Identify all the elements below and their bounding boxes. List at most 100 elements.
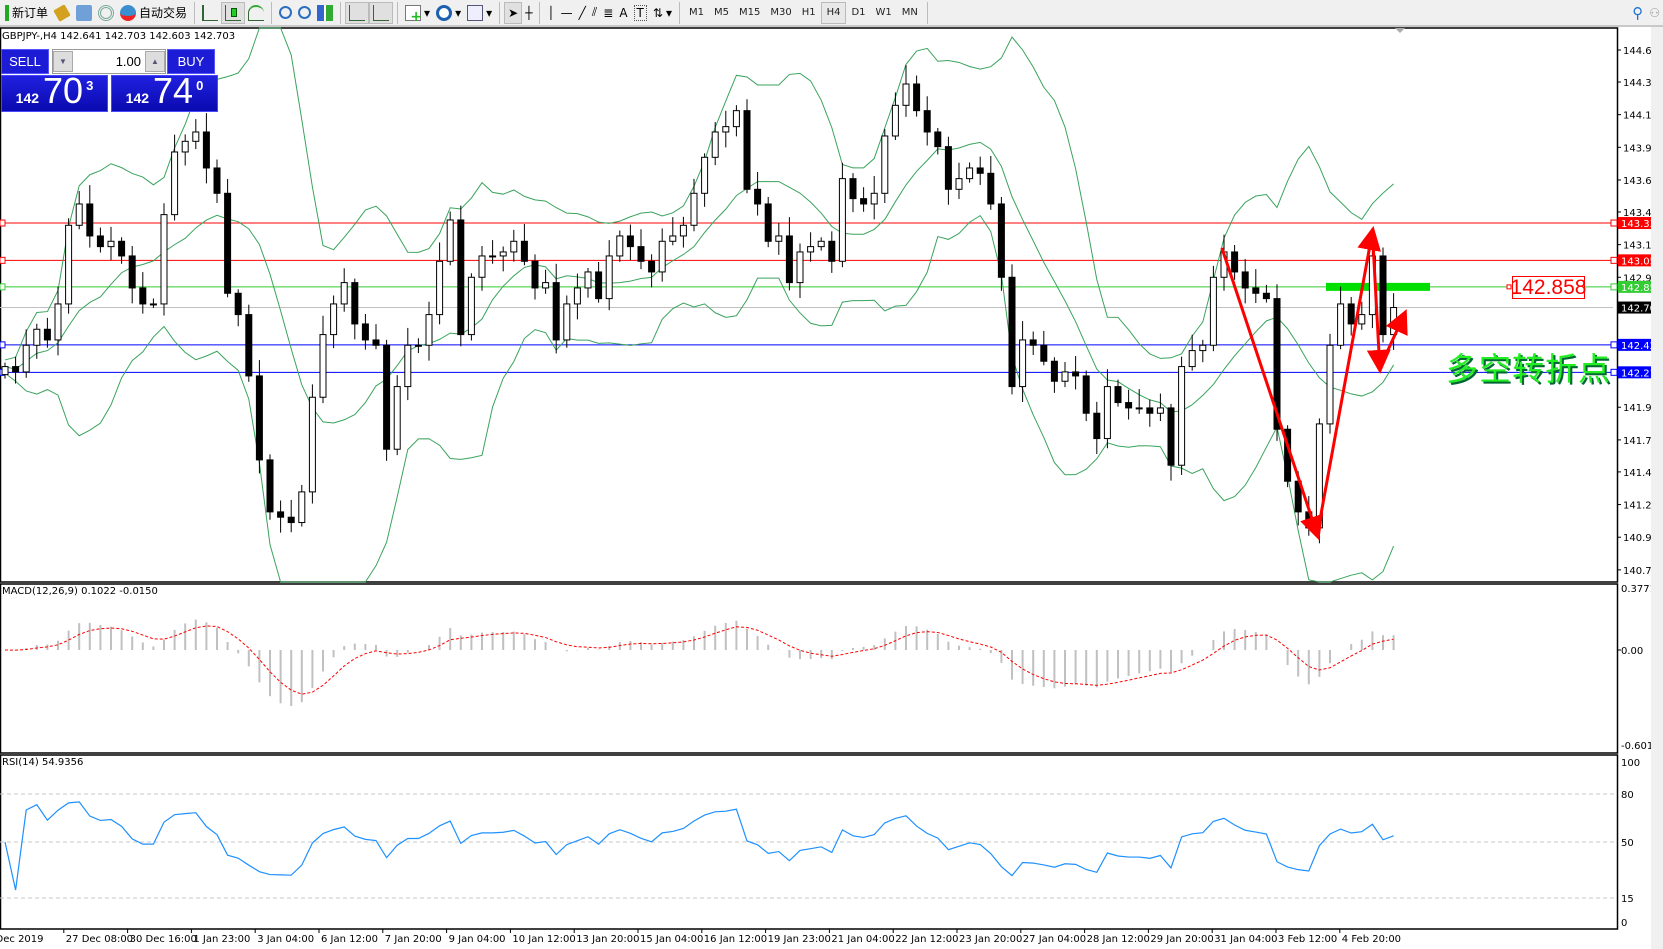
candle-body <box>626 235 634 248</box>
zoom-in-icon <box>279 6 293 19</box>
horizontal-line-button[interactable]: — <box>558 2 576 24</box>
timeframe-m15[interactable]: M15 <box>738 7 761 18</box>
zoom-out-button[interactable] <box>295 2 314 24</box>
candle-body <box>149 303 157 306</box>
trendline-button[interactable]: ╱ <box>576 2 589 24</box>
price-tick-label: 144.635 <box>1623 46 1663 57</box>
timeframe-d1[interactable]: D1 <box>851 7 866 18</box>
sell-price[interactable]: 142 70 3 <box>1 73 108 112</box>
lot-size-input[interactable]: 1.00 <box>115 54 141 69</box>
search-button[interactable]: ⚲ <box>1629 2 1646 24</box>
price-annotation-box[interactable]: 142.858 <box>1510 275 1587 299</box>
candle <box>340 268 348 312</box>
horizontal-line-icon: — <box>560 5 573 20</box>
bar-chart-button[interactable] <box>199 2 221 24</box>
sell-button[interactable]: SELL <box>1 49 49 74</box>
candle <box>1252 269 1260 303</box>
timeframe-m30[interactable]: M30 <box>770 7 792 18</box>
crosshair-button[interactable]: ┼ <box>522 2 535 24</box>
candle-body <box>171 151 179 216</box>
timeframe-m1[interactable]: M1 <box>688 7 704 18</box>
candle <box>1040 330 1048 366</box>
candle-body <box>732 110 740 128</box>
candle <box>266 454 274 520</box>
arrows-icon: ⇅ <box>652 5 663 20</box>
candle <box>1178 356 1186 475</box>
templates-button[interactable]: ▾ <box>464 2 495 24</box>
periods-button[interactable]: ▾ <box>433 2 464 24</box>
candle-body <box>361 323 369 341</box>
candle-body <box>923 110 931 133</box>
candle <box>923 96 931 146</box>
timeframe-h4[interactable]: H4 <box>820 1 847 24</box>
candle <box>308 384 316 504</box>
candle-body <box>467 276 475 336</box>
autoscroll-button[interactable] <box>369 1 394 24</box>
fibonacci-button[interactable]: ≣ <box>600 2 616 24</box>
equidistant-channel-button[interactable]: ⫽ <box>589 2 600 24</box>
tile-windows-button[interactable] <box>314 2 336 24</box>
reversal-point-annotation[interactable]: 多空转折点 <box>1446 350 1612 388</box>
candle-body <box>595 271 603 300</box>
timeframe-m5[interactable]: M5 <box>713 7 729 18</box>
candle <box>160 203 168 316</box>
new-order-button[interactable]: 新订单 <box>2 2 51 24</box>
price-line-label-bg <box>1618 301 1660 314</box>
candle <box>764 197 772 248</box>
autoscroll-icon <box>373 4 390 21</box>
cursor-button[interactable]: ➤ <box>504 1 523 24</box>
candle-body <box>658 240 666 273</box>
zoom-in-button[interactable] <box>276 2 295 24</box>
candle <box>584 267 592 298</box>
global-variables-button[interactable] <box>73 2 95 24</box>
candle <box>743 99 751 194</box>
buy-price[interactable]: 142 74 0 <box>111 73 218 112</box>
community-button[interactable]: ⚇ <box>1646 2 1663 24</box>
timeframe-w1[interactable]: W1 <box>875 7 892 18</box>
candle-body <box>605 255 613 300</box>
timeframe-mn[interactable]: MN <box>901 7 918 18</box>
candle-body <box>255 375 263 461</box>
price-tick-label: 141.470 <box>1623 468 1663 479</box>
chart-shift-button[interactable] <box>345 1 370 24</box>
price-line-label: 143.057 <box>1621 256 1662 267</box>
candlestick-button[interactable] <box>221 1 246 24</box>
lot-decrease-button[interactable]: ▼ <box>53 51 73 72</box>
candle-body <box>1337 303 1345 346</box>
crosshair-icon: ┼ <box>525 5 533 20</box>
indicators-button[interactable]: + ▾ <box>402 2 433 24</box>
lot-increase-button[interactable]: ▲ <box>145 51 165 72</box>
candle <box>277 500 285 533</box>
candle-body <box>75 203 83 226</box>
auto-trading-button[interactable]: 自动交易 <box>117 2 190 24</box>
arrows-button[interactable]: ⇅ ▾ <box>652 5 672 20</box>
text-button[interactable]: A <box>616 2 630 24</box>
candle <box>520 223 528 266</box>
candle-body <box>881 135 889 194</box>
text-label-button[interactable]: T <box>631 2 650 24</box>
macd-tick-label: 0.00 <box>1621 646 1643 657</box>
vertical-line-button[interactable]: │ <box>544 2 557 24</box>
rsi-tick-label: 15 <box>1621 894 1634 905</box>
time-tick-label: 9 Jan 04:00 <box>449 934 506 945</box>
candle <box>1029 331 1037 355</box>
line-anchor-marker <box>0 283 6 291</box>
time-tick-label: 10 Jan 12:00 <box>512 934 575 945</box>
time-tick-label: 7 Jan 20:00 <box>385 934 442 945</box>
candle-body <box>584 271 592 289</box>
candle <box>637 229 645 270</box>
buy-button[interactable]: BUY <box>167 49 215 74</box>
candle <box>1135 389 1143 414</box>
time-tick-label: 22 Jan 12:00 <box>895 934 958 945</box>
search-icon: ⚲ <box>1632 3 1644 22</box>
signals-button[interactable] <box>95 2 117 24</box>
timeframe-h1[interactable]: H1 <box>801 7 816 18</box>
global-variables-icon <box>76 4 93 21</box>
candle <box>785 217 793 291</box>
lot-size-stepper[interactable]: ▼ 1.00 ▲ <box>52 49 166 74</box>
candle <box>351 278 359 340</box>
bollinger-lower <box>4 214 1395 583</box>
candle <box>828 231 836 273</box>
line-chart-button[interactable] <box>245 2 267 24</box>
